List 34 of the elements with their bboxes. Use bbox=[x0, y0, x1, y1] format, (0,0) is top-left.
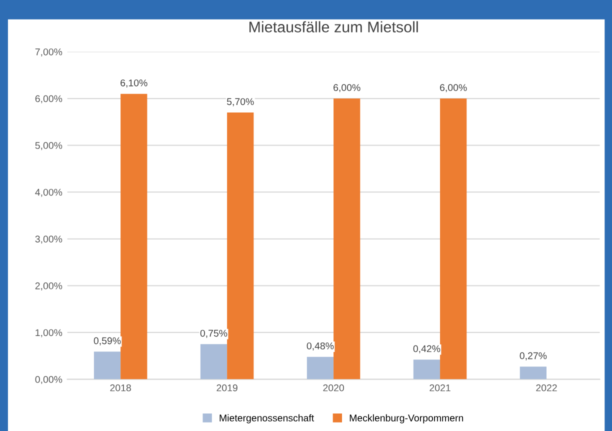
x-tick-label: 2018 bbox=[110, 384, 131, 392]
x-tick-label: 2021 bbox=[430, 384, 450, 392]
bar bbox=[306, 356, 334, 380]
legend-label: Mietergenossenschaft bbox=[220, 414, 314, 424]
bar bbox=[94, 352, 121, 380]
data-label: 6,00% bbox=[334, 84, 360, 92]
data-label: 5,70% bbox=[226, 98, 254, 106]
bar bbox=[334, 98, 360, 380]
bar bbox=[413, 360, 440, 380]
x-tick-label: 2022 bbox=[536, 384, 557, 392]
data-label: 6,10% bbox=[120, 79, 148, 88]
bar bbox=[227, 112, 254, 380]
y-tick-label: 5,00% bbox=[35, 142, 62, 150]
y-tick-label: 3,00% bbox=[35, 236, 62, 244]
data-label: 0,59% bbox=[94, 337, 121, 346]
bar bbox=[440, 98, 467, 380]
y-tick-label: 6,00% bbox=[35, 95, 62, 104]
y-tick-label: 7,00% bbox=[35, 48, 62, 56]
data-label: 0,27% bbox=[520, 352, 547, 360]
bar bbox=[120, 94, 148, 380]
y-tick-label: 1,00% bbox=[36, 329, 62, 338]
y-tick-label: 4,00% bbox=[35, 188, 62, 197]
data-label: 6,00% bbox=[440, 84, 467, 92]
bar bbox=[200, 344, 228, 380]
data-label: 0,48% bbox=[306, 342, 334, 350]
legend-label: Mecklenburg-Vorpommern bbox=[350, 414, 464, 424]
y-tick-label: 0,00% bbox=[35, 376, 62, 384]
bar bbox=[520, 366, 547, 380]
x-tick-label: 2019 bbox=[216, 384, 238, 392]
y-tick-label: 2,00% bbox=[35, 282, 62, 290]
chart-title: Mietausfälle zum Mietsoll bbox=[249, 21, 418, 32]
data-label: 0,75% bbox=[200, 330, 228, 338]
data-label: 0,42% bbox=[413, 345, 440, 354]
x-tick-label: 2020 bbox=[323, 384, 344, 392]
